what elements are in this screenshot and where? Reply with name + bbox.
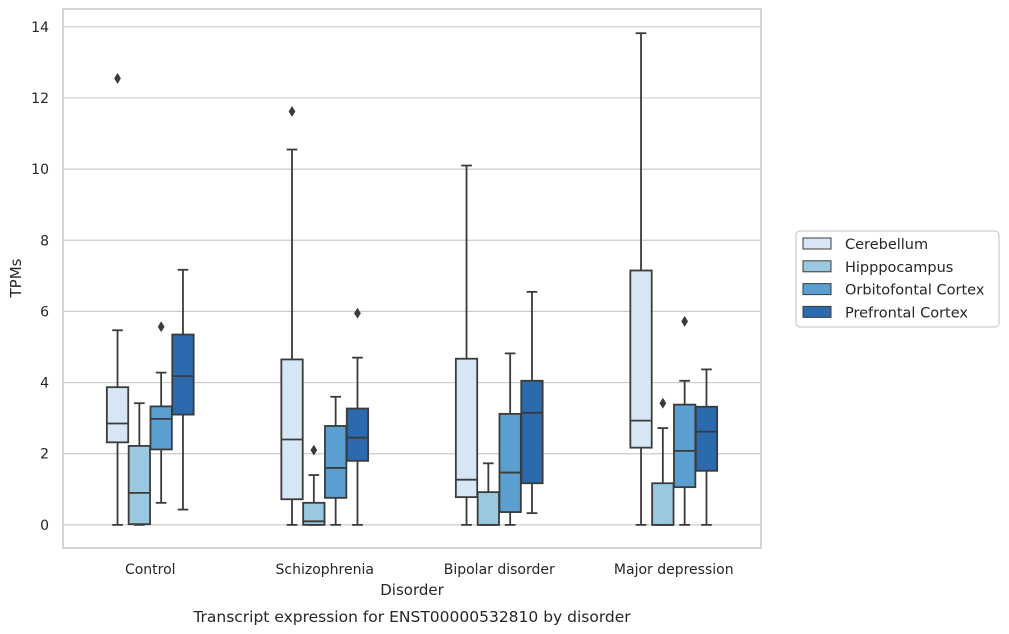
y-tick-label: 0 bbox=[40, 518, 49, 534]
box-control-hipppocampus bbox=[127, 402, 151, 526]
y-tick-label: 2 bbox=[40, 447, 49, 463]
box-bipolar-disorder-orbitofontal-cortex bbox=[498, 352, 522, 526]
outlier-point bbox=[114, 72, 121, 84]
iqr-box bbox=[127, 444, 151, 526]
box-schizophrenia-cerebellum bbox=[280, 106, 304, 526]
iqr-box bbox=[345, 407, 370, 462]
legend-item-orbitofontal-cortex: Orbitofontal Cortex bbox=[802, 283, 985, 299]
outlier-point bbox=[157, 321, 165, 333]
legend-item-cerebellum: Cerebellum bbox=[802, 237, 928, 253]
iqr-box bbox=[694, 405, 719, 472]
x-axis-label: Disorder bbox=[380, 581, 444, 599]
iqr-box bbox=[324, 425, 348, 499]
box-schizophrenia-orbitofontal-cortex bbox=[324, 395, 348, 526]
legend-swatch bbox=[802, 305, 832, 318]
iqr-box bbox=[302, 501, 326, 526]
y-tick-label: 4 bbox=[40, 376, 49, 392]
iqr-box bbox=[498, 412, 522, 513]
x-tick-label-schizophrenia: Schizophrenia bbox=[276, 562, 374, 578]
legend-swatch bbox=[802, 283, 832, 296]
iqr-box bbox=[149, 405, 173, 451]
y-tick-label: 6 bbox=[40, 304, 49, 320]
outlier-point bbox=[310, 444, 318, 456]
iqr-box bbox=[651, 482, 675, 526]
legend-label: Cerebellum bbox=[845, 237, 928, 253]
y-tick-label: 14 bbox=[31, 20, 49, 36]
legend-swatch bbox=[802, 237, 832, 250]
box-major-depression-hipppocampus bbox=[651, 397, 675, 526]
x-tick-labels: Control Schizophrenia Bipolar disorder Majo… bbox=[125, 562, 734, 578]
box-major-depression-prefrontal-cortex bbox=[694, 368, 719, 526]
legend-swatch bbox=[802, 260, 832, 273]
y-tick-labels: 0 2 4 6 8 10 12 14 bbox=[31, 20, 49, 534]
outlier-point bbox=[354, 307, 361, 319]
legend-frame bbox=[795, 230, 1000, 328]
iqr-box bbox=[520, 379, 544, 485]
y-tick-label: 12 bbox=[31, 91, 49, 107]
legend-label: Prefrontal Cortex bbox=[845, 305, 968, 321]
legend: Cerebellum Hipppocampus Orbitofontal Corte… bbox=[795, 230, 1000, 328]
y-axis-label: TPMs bbox=[7, 258, 25, 298]
iqr-box bbox=[280, 358, 304, 501]
figure-caption: Transcript expression for ENST0000053281… bbox=[192, 608, 631, 626]
legend-item-hipppocampus: Hipppocampus bbox=[802, 260, 953, 276]
box-major-depression-cerebellum bbox=[629, 32, 653, 526]
iqr-box bbox=[171, 333, 195, 416]
box-control-prefrontal-cortex bbox=[171, 268, 195, 511]
legend-item-prefrontal-cortex: Prefrontal Cortex bbox=[802, 305, 968, 321]
box-bipolar-disorder-prefrontal-cortex bbox=[520, 290, 544, 515]
box-control-orbitofontal-cortex bbox=[149, 321, 173, 504]
box-control-cerebellum bbox=[105, 72, 130, 526]
plot-frame bbox=[62, 8, 762, 549]
outlier-point bbox=[659, 397, 667, 409]
x-tick-label-control: Control bbox=[125, 562, 176, 578]
outlier-point bbox=[681, 315, 689, 327]
iqr-box bbox=[673, 403, 697, 489]
box-bipolar-disorder-hipppocampus bbox=[476, 462, 500, 526]
iqr-box bbox=[476, 491, 500, 526]
y-tick-label: 10 bbox=[31, 162, 49, 178]
box-schizophrenia-hipppocampus bbox=[302, 444, 326, 526]
plot-boxes bbox=[105, 32, 719, 526]
legend-label: Hipppocampus bbox=[845, 260, 953, 276]
iqr-box bbox=[629, 269, 653, 449]
x-tick-label-bipolar-disorder: Bipolar disorder bbox=[444, 562, 555, 578]
box-bipolar-disorder-cerebellum bbox=[454, 164, 479, 526]
iqr-box bbox=[105, 386, 130, 444]
box-schizophrenia-prefrontal-cortex bbox=[345, 307, 370, 526]
iqr-box bbox=[454, 357, 479, 499]
outlier-point bbox=[288, 106, 296, 117]
legend-label: Orbitofontal Cortex bbox=[845, 283, 985, 299]
y-tick-label: 8 bbox=[40, 233, 49, 249]
box-major-depression-orbitofontal-cortex bbox=[673, 315, 697, 526]
x-tick-label-major-depression: Major depression bbox=[614, 562, 734, 578]
